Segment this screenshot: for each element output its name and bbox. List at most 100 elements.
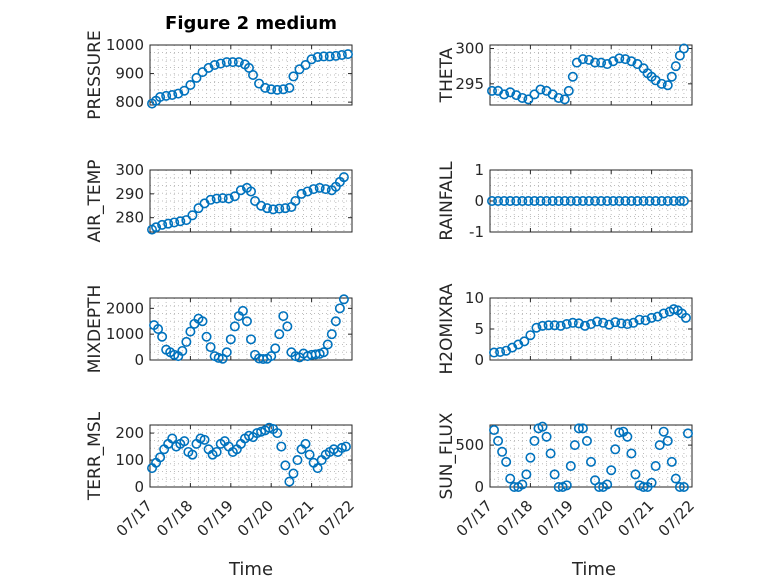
data-point [173,88,184,99]
data-point [650,461,661,472]
data-point [505,196,516,207]
data-point [604,319,615,330]
data-point [272,428,283,439]
y-axis-label: H2OMIXRA [437,283,457,374]
data-point [583,54,594,65]
data-point [630,469,641,480]
data-point [608,196,619,207]
grid [149,45,353,105]
data-point [322,339,333,350]
y-tick-label: 295 [455,75,484,93]
data-point [640,315,651,326]
data-point [203,62,214,73]
data-point [626,448,637,459]
data-series [487,43,689,105]
data-point [221,347,232,358]
data-point [561,319,572,330]
data-point [326,329,337,340]
data-point [260,82,271,93]
data-point [280,203,291,214]
y-tick-label: 10 [465,289,484,307]
data-point [229,191,240,202]
data-point [573,318,584,329]
y-tick-label: 0 [474,478,484,496]
data-point [531,322,542,333]
data-point [185,80,196,91]
y-tick-label: 300 [455,40,484,58]
data-point [666,71,677,82]
data-point [563,85,574,96]
data-point [268,204,279,215]
data-point [161,90,172,101]
data-point [658,426,669,437]
data-point [598,317,609,328]
data-point [278,311,289,322]
x-tick-label: 07/21 [274,497,317,540]
data-point [626,196,637,207]
data-point [654,440,665,451]
y-tick-label: 800 [115,93,144,111]
data-point [501,456,512,467]
data-point [632,196,643,207]
data-point [511,90,522,101]
data-point [211,446,222,457]
data-point [662,196,673,207]
grid [489,170,693,232]
data-point [324,51,335,62]
data-point [585,319,596,330]
data-point [489,425,500,436]
data-point [338,172,349,183]
y-tick-label: 0 [474,192,484,210]
data-point [334,303,345,314]
data-point [241,316,252,327]
data-point [662,435,673,446]
data-point [559,94,570,105]
data-point [163,218,174,229]
data-point [626,56,637,67]
data-point [569,440,580,451]
data-point [535,84,546,95]
data-series [489,304,691,358]
data-point [596,57,607,68]
data-point [330,50,341,61]
data-point [577,196,588,207]
data-point [308,184,319,195]
data-point [678,43,689,54]
data-point [246,186,257,197]
x-axis-label-left: Time [228,559,273,580]
data-point [573,423,584,434]
y-tick-label: 100 [115,451,144,469]
data-point [286,201,297,212]
data-point [620,196,631,207]
data-point [155,452,166,463]
data-point [523,196,534,207]
data-point [193,203,204,214]
data-point [541,431,552,442]
data-point [638,196,649,207]
data-point [215,58,226,69]
data-point [622,319,633,330]
data-point [650,196,661,207]
axes-box [149,297,353,361]
data-point [610,317,621,328]
y-tick-label: 0 [134,351,144,369]
axes-box [149,169,353,233]
data-point [668,196,679,207]
x-axis-label-right: Time [571,559,616,580]
data-point [511,196,522,207]
data-point [668,304,679,315]
data-point [157,331,168,342]
data-point [638,481,649,492]
data-point [181,215,192,226]
data-point [620,54,631,65]
y-axis-label: SUN_FLUX [437,412,457,499]
data-point [270,343,281,354]
data-point [674,481,685,492]
data-point [505,473,516,484]
panel-h2omixra: 0 5 10 H2OMIXRA [437,283,693,375]
data-point [201,331,212,342]
data-point [304,449,315,460]
